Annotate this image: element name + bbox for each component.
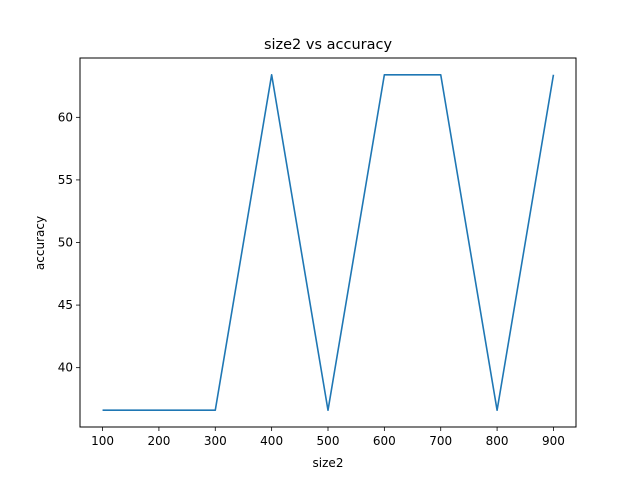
x-tick-label: 800 bbox=[486, 434, 509, 448]
y-tick-label: 50 bbox=[58, 236, 73, 250]
plot-area: 100 200 300 400 500 600 700 800 900 40 45 50 55 60 bbox=[58, 57, 577, 448]
series-layer bbox=[102, 73, 555, 412]
y-axis-title: accuracy bbox=[33, 216, 47, 270]
y-tick-label: 45 bbox=[58, 298, 73, 312]
chart-title: size2 vs accuracy bbox=[264, 37, 393, 53]
x-tick-label: 700 bbox=[429, 434, 452, 448]
axes-background bbox=[80, 58, 576, 427]
y-tick-label: 40 bbox=[58, 361, 73, 375]
x-tick-label: 400 bbox=[260, 434, 283, 448]
x-tick-label: 300 bbox=[204, 434, 227, 448]
x-tick-label: 100 bbox=[91, 434, 114, 448]
x-tick-label: 600 bbox=[373, 434, 396, 448]
series-line bbox=[102, 73, 555, 412]
x-tick-label: 200 bbox=[147, 434, 170, 448]
x-axis-ticks: 100 200 300 400 500 600 700 800 900 bbox=[91, 427, 565, 448]
y-tick-label: 60 bbox=[58, 110, 73, 124]
y-axis-ticks: 40 45 50 55 60 bbox=[58, 110, 80, 375]
y-tick-label: 55 bbox=[58, 173, 73, 187]
x-tick-label: 500 bbox=[317, 434, 340, 448]
x-tick-label: 900 bbox=[542, 434, 565, 448]
x-axis-title: size2 bbox=[313, 456, 344, 470]
